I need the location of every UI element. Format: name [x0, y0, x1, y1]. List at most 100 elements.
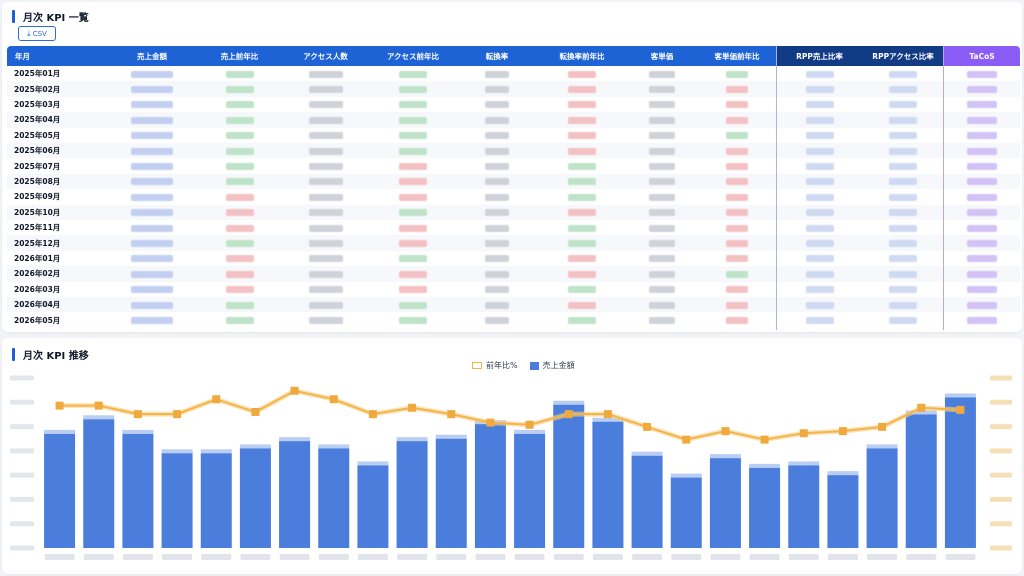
x-axis-tick-label — [827, 554, 858, 560]
y-axis-right-tick-label — [990, 521, 1012, 527]
redacted-cell — [967, 162, 997, 170]
column-header-rpp-access[interactable]: RPPアクセス比率 — [862, 46, 944, 66]
yoy-point — [251, 408, 260, 416]
x-axis-tick-label — [592, 554, 623, 560]
redacted-cell — [308, 255, 343, 263]
redacted-cell — [399, 239, 427, 247]
redacted-cell — [967, 316, 997, 324]
column-header-visitors[interactable]: アクセス人数 — [282, 46, 369, 66]
yoy-point — [917, 403, 926, 412]
redacted-cell — [308, 301, 343, 309]
column-header-month[interactable]: 年月 — [7, 46, 107, 66]
row-month: 2026年03月 — [14, 284, 61, 294]
redacted-cell — [889, 270, 917, 278]
sales-bar — [514, 433, 546, 548]
redacted-cell — [568, 270, 596, 278]
y-axis-left-tick-label — [10, 496, 34, 502]
redacted-cell — [967, 85, 997, 93]
bar-glow — [239, 444, 271, 449]
redacted-cell — [568, 70, 596, 78]
yoy-point — [408, 403, 417, 412]
redacted-cell — [649, 85, 675, 93]
y-axis-right-tick-label — [990, 472, 1012, 478]
redacted-cell — [568, 162, 596, 170]
bar-glow — [670, 473, 702, 478]
legend-item-sales[interactable]: 売上金額 — [542, 361, 575, 370]
column-header-sales[interactable]: 売上金額 — [107, 46, 197, 66]
column-header-sales-yoy[interactable]: 売上前年比 — [197, 46, 282, 66]
redacted-cell — [308, 316, 343, 324]
sales-bar — [553, 404, 585, 548]
redacted-cell — [225, 316, 254, 324]
x-axis-tick-label — [710, 554, 741, 560]
redacted-cell — [967, 224, 997, 232]
redacted-cell — [967, 255, 997, 263]
redacted-cell — [967, 270, 997, 278]
redacted-cell — [225, 162, 254, 170]
redacted-cell — [485, 270, 509, 278]
bar-glow — [592, 417, 624, 422]
redacted-cell — [649, 209, 675, 217]
row-month: 2025年03月 — [14, 99, 61, 109]
table-row: 2025年04月 — [7, 112, 1020, 128]
bar-glow — [709, 454, 741, 459]
redacted-cell — [131, 85, 173, 93]
row-month: 2026年04月 — [14, 300, 61, 310]
x-axis-tick-label — [867, 554, 898, 560]
redacted-cell — [225, 239, 254, 247]
redacted-cell — [225, 101, 254, 109]
table-row: 2025年11月 — [7, 220, 1020, 235]
redacted-cell — [225, 70, 254, 78]
column-header-aov-yoy[interactable]: 客単価前年比 — [697, 46, 777, 66]
row-month: 2025年08月 — [14, 176, 61, 186]
legend-line-swatch — [472, 362, 482, 369]
redacted-cell — [131, 116, 173, 124]
redacted-cell — [399, 224, 427, 232]
column-header-visitors-yoy[interactable]: アクセス前年比 — [369, 46, 457, 66]
legend-item-yoy[interactable]: 前年比% — [486, 361, 518, 370]
table-title-text: 月次 KPI 一覧 — [23, 12, 89, 24]
y-axis-right-tick-label — [990, 496, 1012, 502]
column-header-cvr-yoy[interactable]: 転換率前年比 — [537, 46, 627, 66]
redacted-cell — [805, 193, 834, 201]
yoy-point — [799, 429, 808, 438]
bar-glow — [396, 437, 428, 442]
redacted-cell — [805, 162, 834, 170]
y-axis-left-tick-label — [10, 375, 34, 381]
redacted-cell — [726, 224, 748, 232]
chart-legend: 前年比% 売上金額 — [472, 360, 575, 371]
y-axis-right-tick-label — [990, 424, 1012, 430]
row-month: 2025年06月 — [14, 146, 61, 156]
csv-download-button[interactable]: ⤓ CSV — [18, 26, 56, 41]
redacted-cell — [131, 255, 173, 263]
bar-glow — [161, 449, 193, 454]
yoy-point — [447, 410, 456, 419]
bar-glow — [749, 463, 781, 468]
redacted-cell — [805, 224, 834, 232]
sales-bar — [631, 455, 663, 548]
column-header-aov[interactable]: 客単価 — [627, 46, 697, 66]
redacted-cell — [889, 132, 917, 140]
redacted-cell — [889, 178, 917, 186]
redacted-cell — [726, 255, 748, 263]
redacted-cell — [399, 316, 427, 324]
row-month: 2025年07月 — [14, 161, 61, 171]
redacted-cell — [805, 178, 834, 186]
redacted-cell — [399, 178, 427, 186]
yoy-point — [329, 395, 338, 404]
x-axis-tick-label — [671, 554, 702, 560]
table-row: 2025年07月 — [7, 158, 1020, 173]
redacted-cell — [726, 316, 748, 324]
column-header-cvr[interactable]: 転換率 — [457, 46, 537, 66]
x-axis-tick-label — [240, 554, 271, 560]
column-header-rpp-sales[interactable]: RPP売上比率 — [777, 46, 862, 66]
redacted-cell — [308, 286, 343, 294]
redacted-cell — [889, 255, 917, 263]
x-axis-tick-label — [83, 554, 114, 560]
column-header-tacos[interactable]: TaCoS — [944, 46, 1020, 66]
redacted-cell — [225, 116, 254, 124]
yoy-point — [525, 420, 534, 429]
redacted-cell — [399, 116, 427, 124]
redacted-cell — [805, 132, 834, 140]
redacted-cell — [649, 286, 675, 294]
